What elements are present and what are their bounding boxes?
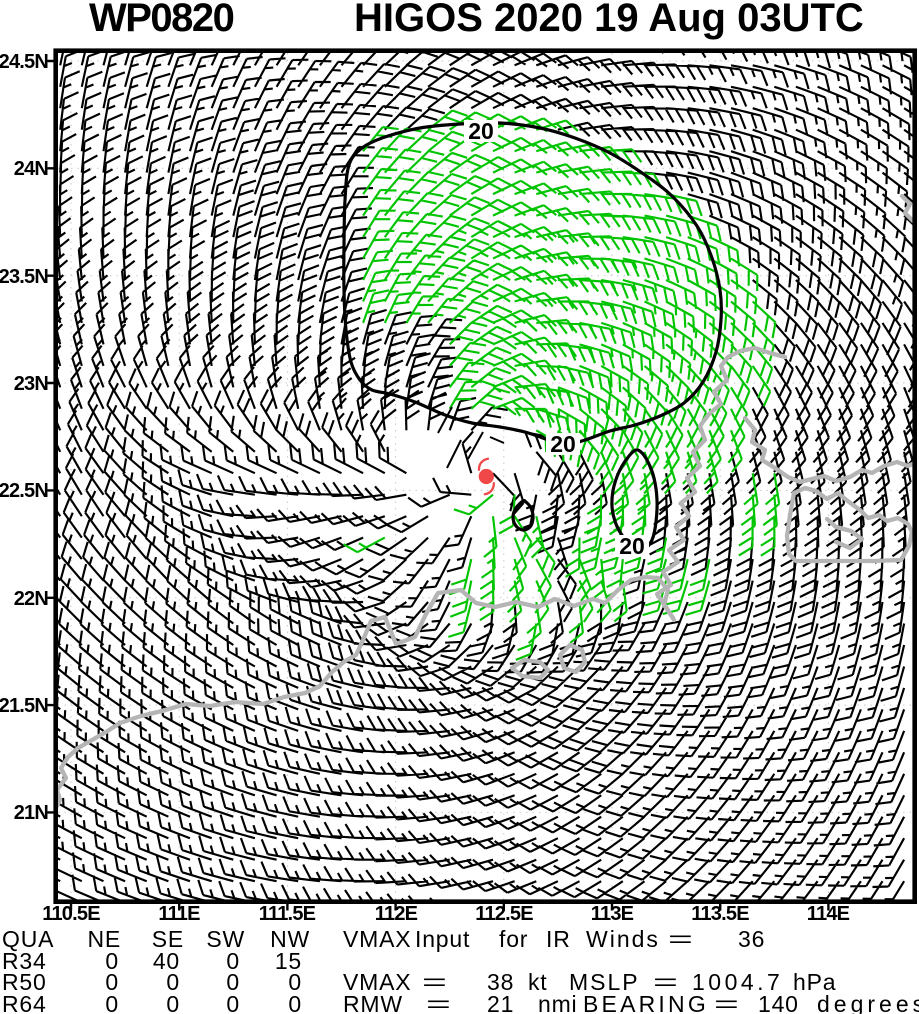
- svg-text:20: 20: [619, 533, 645, 559]
- svg-text:20: 20: [550, 431, 576, 457]
- svg-text:20: 20: [468, 118, 494, 144]
